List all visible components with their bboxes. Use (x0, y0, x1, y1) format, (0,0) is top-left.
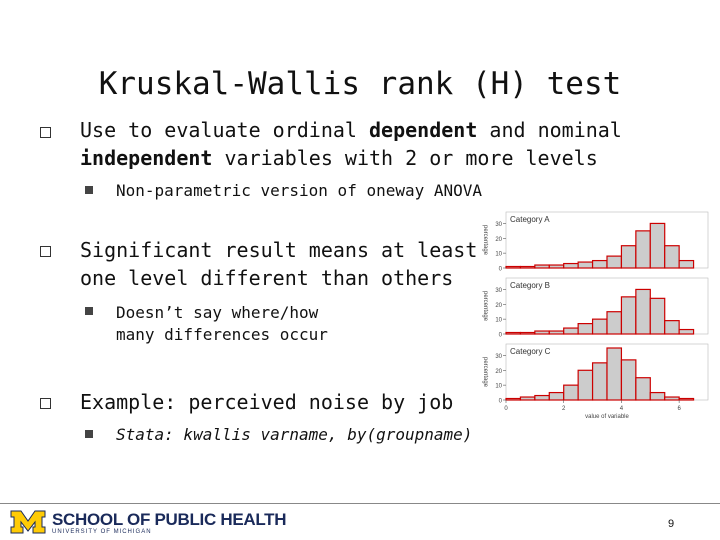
histogram-bar (563, 262, 579, 269)
y-tick-label: 0 (499, 267, 503, 273)
bullet-2-line-1: Significant result means at least (80, 238, 478, 262)
histogram-bar (505, 331, 522, 335)
histogram-bar (664, 396, 680, 401)
y-tick-label: 30 (495, 288, 502, 294)
page-number: 9 (668, 518, 675, 530)
panel-label: Category A (510, 215, 550, 224)
histogram-bar (635, 377, 651, 401)
histogram-bar (649, 297, 666, 335)
histogram-bar (678, 397, 695, 401)
histogram-bar (591, 318, 608, 335)
sub-bullet-marker (85, 430, 93, 438)
y-axis-label: percentage (482, 291, 488, 322)
bullet-1-text-mid: and nominal (477, 118, 622, 142)
histogram-bar (577, 261, 594, 269)
y-tick-label: 10 (495, 252, 502, 258)
y-tick-label: 0 (499, 333, 503, 339)
y-tick-label: 10 (495, 318, 502, 324)
x-tick-label: 4 (620, 406, 624, 412)
histogram-bar (563, 327, 579, 335)
histogram-bar (664, 245, 680, 269)
histogram-bar (635, 288, 651, 335)
histogram-bar (591, 259, 608, 269)
bullet-2: Significant result means at least one le… (80, 236, 477, 292)
histogram-figure: Category A 0 10 20 30 percentage Category B 0 10… (470, 208, 718, 430)
bullet-1: Use to evaluate ordinal dependent and no… (80, 116, 640, 172)
histogram-bar (548, 264, 565, 269)
panel-label: Category B (510, 281, 550, 290)
y-tick-label: 30 (495, 222, 502, 228)
bullet-1-bold-independent: independent (80, 146, 213, 170)
histogram-bar (505, 397, 522, 401)
bullet-3: Example: perceived noise by job (80, 390, 454, 414)
histogram-bar (577, 322, 594, 335)
histogram-bar (577, 369, 594, 401)
histogram-bar (678, 259, 695, 269)
bullet-marker (40, 127, 51, 138)
histogram-bar (534, 330, 550, 335)
x-tick-label: 0 (504, 406, 508, 412)
histogram-bar (620, 359, 637, 401)
sub-bullet-2: Doesn’t say where/how many differences o… (116, 302, 328, 346)
bullet-1-text: Use to evaluate ordinal (80, 118, 369, 142)
histogram-bar (519, 265, 536, 269)
histogram-bar (649, 222, 666, 269)
bullet-marker (40, 246, 51, 257)
sub-bullet-1: Non-parametric version of oneway ANOVA (116, 181, 483, 200)
histogram-bar (606, 311, 623, 335)
histogram-bar (519, 331, 536, 335)
x-tick-label: 6 (677, 406, 681, 412)
school-name: SCHOOL OF PUBLIC HEALTH (52, 510, 287, 529)
y-tick-label: 0 (499, 399, 503, 405)
histogram-bar (505, 265, 522, 269)
y-tick-label: 20 (495, 237, 502, 243)
histogram-bar (664, 320, 680, 335)
histogram-bar (534, 264, 550, 269)
histogram-bar (548, 391, 565, 401)
bullet-marker (40, 398, 51, 409)
histogram-bar (620, 296, 637, 335)
y-tick-label: 10 (495, 384, 502, 390)
y-axis-label: percentage (482, 357, 488, 388)
bullet-1-text-end: variables with 2 or more levels (212, 146, 598, 170)
histogram-bar (649, 391, 666, 401)
histogram-bar (563, 384, 579, 401)
panel-label: Category C (510, 347, 551, 356)
y-axis-label: percentage (482, 225, 488, 256)
histogram-bar (620, 245, 637, 269)
bullet-1-bold-dependent: dependent (368, 118, 478, 142)
histogram-bar (606, 347, 623, 401)
block-m-logo-icon (10, 510, 46, 534)
footer-divider (0, 503, 720, 504)
university-name: UNIVERSITY OF MICHIGAN (52, 529, 152, 535)
sub-bullet-marker (85, 186, 93, 194)
histogram-bar (606, 255, 623, 269)
histogram-bar (519, 396, 536, 401)
y-tick-label: 30 (495, 354, 502, 360)
sub-bullet-marker (85, 307, 93, 315)
x-axis-label: value of variable (585, 414, 629, 420)
sub-bullet-3: Stata: kwallis varname, by(groupname) (116, 425, 473, 444)
y-tick-label: 20 (495, 369, 502, 375)
bullet-2-line-2: one level different than others (80, 266, 454, 290)
histogram-bar (635, 230, 651, 269)
histogram-bar (548, 330, 565, 335)
histogram-bar (591, 362, 608, 401)
sub-bullet-2-line-1: Doesn’t say where/how (116, 303, 319, 322)
histogram-bar (678, 328, 695, 335)
y-tick-label: 20 (495, 303, 502, 309)
x-tick-label: 2 (562, 406, 566, 412)
sub-bullet-2-line-2: many differences occur (116, 325, 328, 344)
histogram-bar (534, 394, 550, 401)
slide-title: Kruskal-Wallis rank (H) test (98, 66, 622, 102)
